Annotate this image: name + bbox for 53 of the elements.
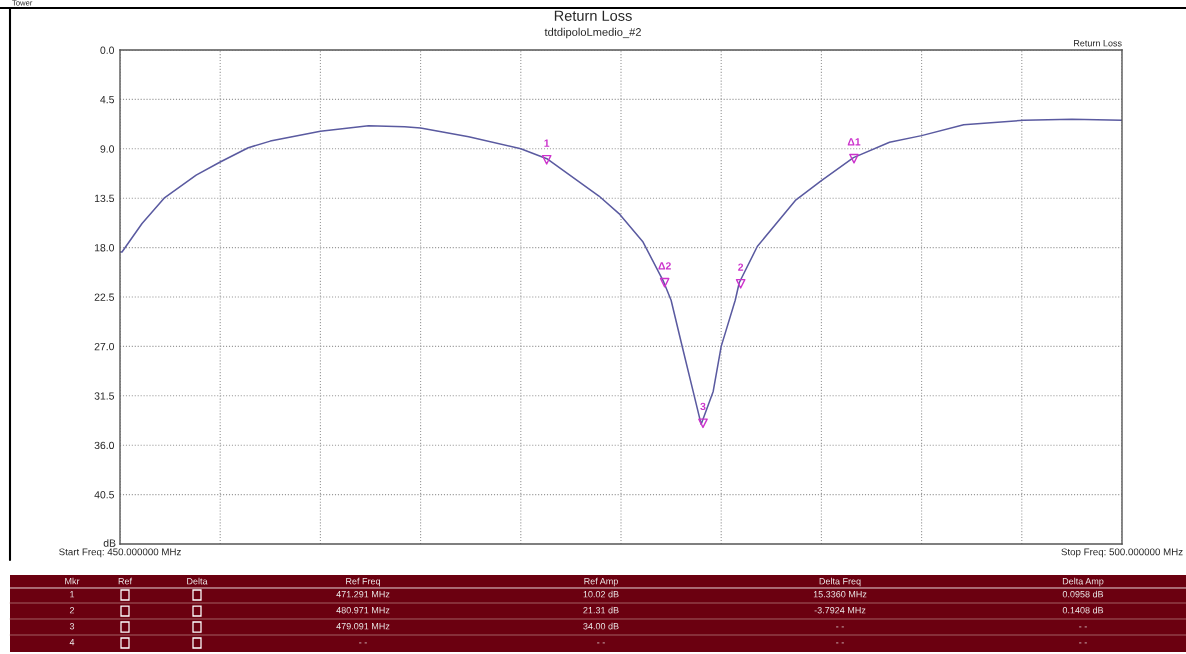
- text: - -: [836, 642, 844, 644]
- text: Ref Amp: [584, 577, 618, 587]
- text: - -: [1079, 642, 1087, 644]
- text: 0.1408 dB: [1062, 606, 1104, 614]
- chart-subtitle: tdtdipoloLmedio_#2: [544, 27, 641, 39]
- text: Delta Freq: [819, 577, 861, 587]
- text: Delta Amp: [1062, 577, 1104, 587]
- text: 3: [69, 623, 75, 630]
- point: [735, 278, 746, 289]
- text: - -: [1079, 626, 1087, 628]
- y-tick-label: 40.5: [94, 491, 115, 499]
- text: 4: [69, 639, 75, 646]
- text: 21.31 dB: [583, 606, 619, 614]
- y-tick-label: 18.0: [94, 244, 115, 252]
- x-tick-label: Stop Freq: 500.000000 MHz: [1061, 548, 1183, 558]
- y-tick-label: 22.5: [94, 293, 115, 301]
- text: -3.7924 MHz: [814, 607, 866, 614]
- annotation: Δ2: [658, 262, 671, 270]
- annotation: 2: [738, 263, 744, 271]
- y-tick-label: 36.0: [94, 441, 115, 450]
- text: - -: [597, 642, 605, 644]
- text: Ref Freq: [346, 577, 380, 587]
- text: Ref: [118, 577, 133, 585]
- text: 479.091 MHz: [336, 623, 390, 630]
- text: Mkr: [65, 577, 80, 585]
- y-tick-label: 0.0: [100, 46, 115, 54]
- point: [541, 154, 552, 165]
- annotation: 3: [700, 402, 706, 411]
- annotation: 1: [544, 139, 550, 147]
- point: [849, 153, 859, 164]
- text: 15.3360 MHz: [813, 591, 867, 598]
- y-tick-label: 13.5: [94, 194, 115, 203]
- annotation: Δ1: [847, 138, 861, 146]
- x-tick-label: Start Freq: 450.000000 MHz: [59, 548, 181, 558]
- text: - -: [359, 642, 367, 644]
- text: 2: [69, 607, 75, 614]
- y-tick-label: 27.0: [94, 342, 115, 351]
- y-tick-label: 4.5: [100, 96, 115, 104]
- text: 0.0958 dB: [1062, 590, 1104, 598]
- point: [698, 418, 708, 429]
- chart-title: Return Loss: [554, 10, 632, 21]
- text: 471.291 MHz: [336, 591, 390, 598]
- text: 34.00 dB: [583, 622, 619, 630]
- text: 480.971 MHz: [336, 607, 390, 614]
- text: 10.02 dB: [583, 590, 619, 598]
- y-tick-label: 9.0: [100, 145, 115, 153]
- text: 1: [70, 591, 75, 598]
- y-axis-title: dB: [103, 539, 116, 547]
- text: Return Loss: [1074, 40, 1122, 47]
- text: Delta: [187, 577, 208, 585]
- point: [659, 277, 670, 288]
- y-tick-label: 31.5: [94, 392, 115, 400]
- text: - -: [836, 626, 844, 628]
